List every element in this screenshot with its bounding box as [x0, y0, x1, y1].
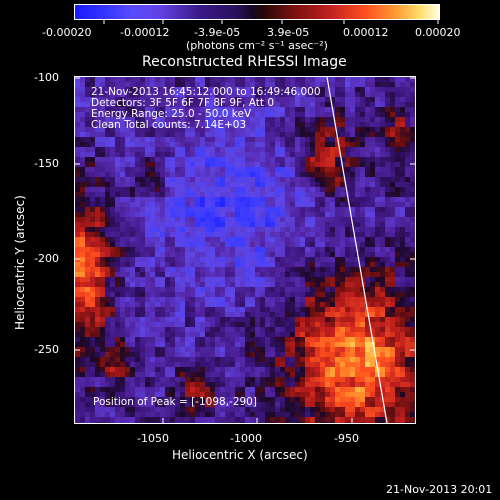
y-tick-label-4: -250 [34, 343, 59, 356]
info-line-2: Detectors: 3F 5F 6F 7F 8F 9F, Att 0 [91, 97, 275, 109]
colorbar-tick-5: 0.00012 [343, 26, 389, 39]
info-line-1: 21-Nov-2013 16:45:12.000 to 16:49:46.000 [91, 86, 321, 98]
x-tick-label-1: -1050 [137, 432, 169, 445]
colorbar-units: (photons cm⁻² s⁻¹ asec⁻²) [186, 39, 328, 52]
heatmap-image [75, 77, 415, 423]
y-tick-label-3: -200 [34, 252, 59, 265]
y-tick-label-2: -150 [34, 157, 59, 170]
peak-position-label: Position of Peak = [-1098,-290] [93, 396, 257, 408]
y-tick-label-1: -100 [34, 71, 59, 84]
colorbar-tick-6: 0.00020 [415, 26, 461, 39]
image-plot: 21-Nov-2013 16:45:12.000 to 16:49:46.000… [74, 76, 416, 424]
footer-timestamp: 21-Nov-2013 20:01 [386, 483, 493, 496]
colorbar-tick-4: 3.9e-05 [267, 26, 310, 39]
info-line-4: Clean Total counts: 7.14E+03 [91, 119, 247, 131]
x-tick-label-2: -1000 [230, 432, 262, 445]
x-axis-label: Heliocentric X (arcsec) [172, 448, 308, 462]
solar-limb-line [326, 77, 388, 423]
colorbar-tick-2: -0.00012 [120, 26, 170, 39]
plot-title: Reconstructed RHESSI Image [142, 54, 347, 70]
info-line-3: Energy Range: 25.0 - 50.0 keV [91, 108, 252, 120]
colorbar-tick-1: -0.00020 [42, 26, 92, 39]
colorbar-tick-3: -3.9e-05 [194, 26, 241, 39]
colorbar [74, 4, 440, 20]
x-tick-label-3: -950 [334, 432, 359, 445]
